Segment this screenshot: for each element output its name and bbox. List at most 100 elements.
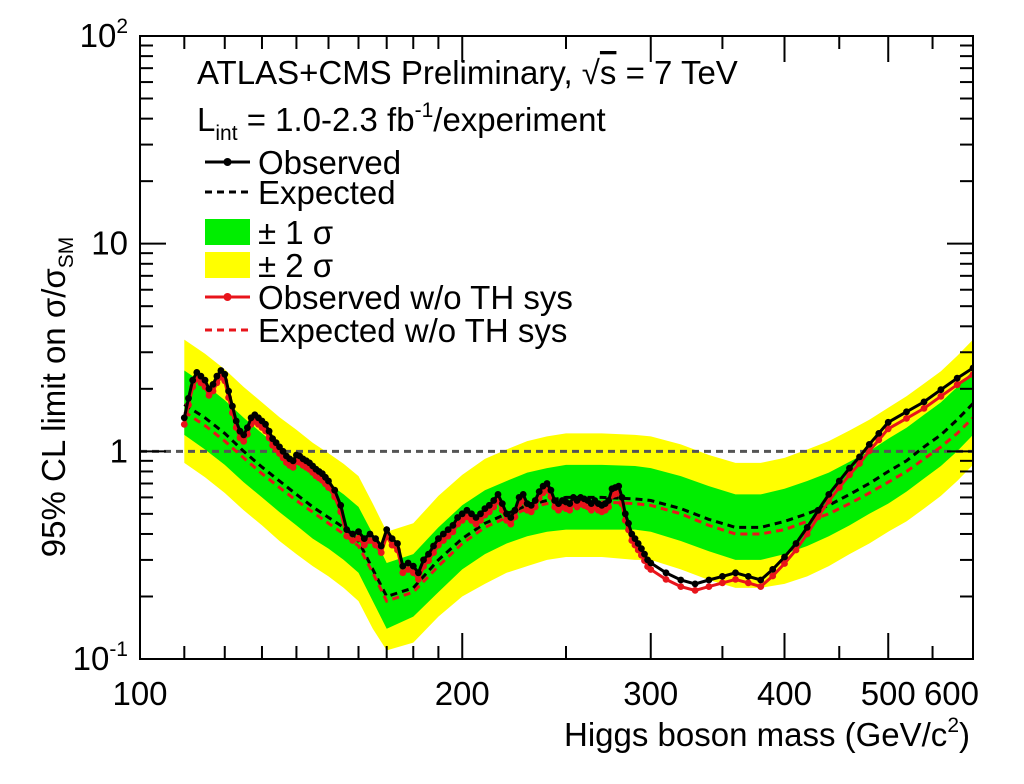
observed-point xyxy=(566,500,574,507)
observed-point xyxy=(409,562,417,570)
observed-point xyxy=(835,477,843,485)
observed-point xyxy=(490,497,498,504)
observed-noth-point xyxy=(677,583,685,590)
observed-point xyxy=(279,447,287,455)
observed-point xyxy=(920,398,928,406)
observed-point xyxy=(677,576,685,584)
observed-point xyxy=(543,480,551,487)
x-tick-label: 300 xyxy=(623,675,678,712)
x-axis-label: Higgs boson mass (GeV/c2) xyxy=(564,714,970,753)
legend-entry-observed: Observed xyxy=(205,144,401,181)
plot-area xyxy=(140,339,973,651)
observed-point xyxy=(691,580,699,588)
observed-point xyxy=(337,501,345,509)
observed-noth-point xyxy=(377,549,385,556)
observed-noth-point xyxy=(527,508,535,516)
observed-point xyxy=(605,497,612,504)
observed-point xyxy=(732,569,739,577)
observed-point xyxy=(444,526,452,533)
observed-point xyxy=(454,514,461,521)
observed-noth-point xyxy=(355,534,362,542)
observed-noth-point xyxy=(757,583,765,590)
legend-marker xyxy=(223,158,232,166)
observed-point xyxy=(641,550,648,558)
legend-entry-expected: Expected xyxy=(205,174,396,211)
observed-noth-point xyxy=(240,438,248,445)
observed-noth-point xyxy=(769,572,777,580)
observed-point xyxy=(498,500,506,507)
observed-point xyxy=(185,394,192,402)
observed-point xyxy=(757,576,765,584)
observed-point xyxy=(404,559,412,567)
observed-point xyxy=(325,477,332,485)
observed-noth-point xyxy=(399,569,407,577)
observed-point xyxy=(244,424,251,432)
y-tick-label: 102 xyxy=(80,15,128,54)
legend-entry-expected_noth: Expected w/o TH sys xyxy=(205,312,567,349)
observed-point xyxy=(472,514,480,521)
observed-point xyxy=(415,569,422,577)
observed-point xyxy=(463,506,471,514)
observed-point xyxy=(439,530,447,538)
observed-noth-point xyxy=(425,557,432,564)
observed-point xyxy=(781,553,788,561)
observed-point xyxy=(221,370,229,378)
observed-point xyxy=(262,420,269,428)
observed-point xyxy=(209,381,217,388)
plot-frame xyxy=(139,35,974,660)
observed-noth-point xyxy=(903,415,910,422)
observed-markers xyxy=(180,364,973,588)
observed-point xyxy=(519,491,527,498)
observed-point xyxy=(229,402,236,410)
observed-point xyxy=(232,417,240,425)
x-tick-label: 500 xyxy=(861,675,916,712)
observed-noth-point xyxy=(705,583,713,590)
observed-noth-point xyxy=(865,447,873,455)
observed-point xyxy=(355,528,362,536)
observed-point xyxy=(388,535,396,542)
observed-point xyxy=(511,506,519,514)
observed-point xyxy=(477,510,484,518)
observed-noth-point xyxy=(875,436,883,444)
observed-point xyxy=(884,418,892,426)
legend-label: ± 2 σ xyxy=(258,247,333,284)
observed-noth-point xyxy=(846,471,853,479)
legend-marker xyxy=(223,293,232,301)
legend-swatch xyxy=(205,252,250,278)
observed-point xyxy=(225,387,233,395)
legend-label: Observed w/o TH sys xyxy=(258,279,573,316)
observed-point xyxy=(435,535,442,542)
observed-point xyxy=(399,562,407,570)
observed-point xyxy=(621,510,629,518)
y-tick-label: 10-1 xyxy=(73,638,128,677)
observed-point xyxy=(856,453,863,461)
observed-point xyxy=(937,386,945,394)
observed-point xyxy=(430,542,437,550)
observed-point xyxy=(903,408,910,416)
legend-label: Observed xyxy=(258,144,401,181)
observed-noth-point xyxy=(388,541,396,549)
observed-point xyxy=(366,530,374,538)
observed-noth-point xyxy=(856,460,863,467)
observed-noth-point xyxy=(415,576,422,583)
observed-noth-point xyxy=(566,506,574,514)
observed-noth-point xyxy=(691,587,699,594)
observed-noth-point xyxy=(343,532,351,540)
observed-point xyxy=(547,486,555,494)
observed-noth-point xyxy=(732,576,739,583)
observed-point xyxy=(631,535,639,542)
axis-tick-labels: 100 200 300 400 500 600 10-1 1 10 102 xyxy=(73,15,979,712)
observed-point xyxy=(865,441,873,448)
observed-point xyxy=(705,576,713,584)
observed-point xyxy=(744,573,752,580)
observed-point xyxy=(615,482,623,490)
x-tick-label: 400 xyxy=(757,675,812,712)
observed-noth-point xyxy=(920,405,928,412)
observed-point xyxy=(420,556,427,564)
legend-entry-band1: ± 1 σ xyxy=(205,214,333,251)
observed-point xyxy=(377,542,385,550)
observed-point xyxy=(527,501,535,509)
observed-point xyxy=(803,524,811,531)
observed-point xyxy=(535,488,543,495)
